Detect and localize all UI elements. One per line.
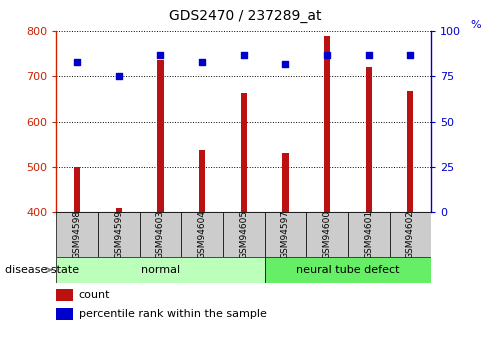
Bar xyxy=(56,212,98,257)
Bar xyxy=(98,212,140,257)
Bar xyxy=(348,212,390,257)
Bar xyxy=(282,153,289,212)
Text: GSM94601: GSM94601 xyxy=(364,210,373,259)
Point xyxy=(156,52,164,57)
Bar xyxy=(390,212,431,257)
Text: GSM94599: GSM94599 xyxy=(114,210,123,259)
Bar xyxy=(223,212,265,257)
Bar xyxy=(265,212,306,257)
Point xyxy=(406,52,414,57)
Point xyxy=(73,59,81,65)
Bar xyxy=(265,257,431,283)
Text: GSM94605: GSM94605 xyxy=(239,210,248,259)
Text: disease state: disease state xyxy=(5,265,79,275)
Bar xyxy=(56,257,265,283)
Bar xyxy=(116,208,122,212)
Text: GSM94602: GSM94602 xyxy=(406,210,415,259)
Bar xyxy=(407,91,414,212)
Text: GSM94597: GSM94597 xyxy=(281,210,290,259)
Bar xyxy=(140,212,181,257)
Bar xyxy=(157,60,164,212)
Text: percentile rank within the sample: percentile rank within the sample xyxy=(79,309,267,319)
Bar xyxy=(366,67,372,212)
Text: count: count xyxy=(79,290,110,300)
Text: neural tube defect: neural tube defect xyxy=(296,265,400,275)
Bar xyxy=(74,167,80,212)
Bar xyxy=(241,93,247,212)
Point xyxy=(281,61,289,67)
Point xyxy=(115,73,122,79)
Text: normal: normal xyxy=(141,265,180,275)
Point xyxy=(198,59,206,65)
Bar xyxy=(199,150,205,212)
Point xyxy=(365,52,372,57)
Text: %: % xyxy=(470,20,481,30)
Bar xyxy=(306,212,348,257)
Bar xyxy=(56,308,73,319)
Text: GSM94600: GSM94600 xyxy=(322,210,332,259)
Bar xyxy=(56,289,73,300)
Text: GSM94598: GSM94598 xyxy=(73,210,82,259)
Text: GSM94604: GSM94604 xyxy=(197,210,207,259)
Text: GSM94603: GSM94603 xyxy=(156,210,165,259)
Text: GDS2470 / 237289_at: GDS2470 / 237289_at xyxy=(169,9,321,23)
Bar xyxy=(181,212,223,257)
Point xyxy=(323,52,331,57)
Point xyxy=(240,52,247,57)
Bar xyxy=(324,36,330,212)
